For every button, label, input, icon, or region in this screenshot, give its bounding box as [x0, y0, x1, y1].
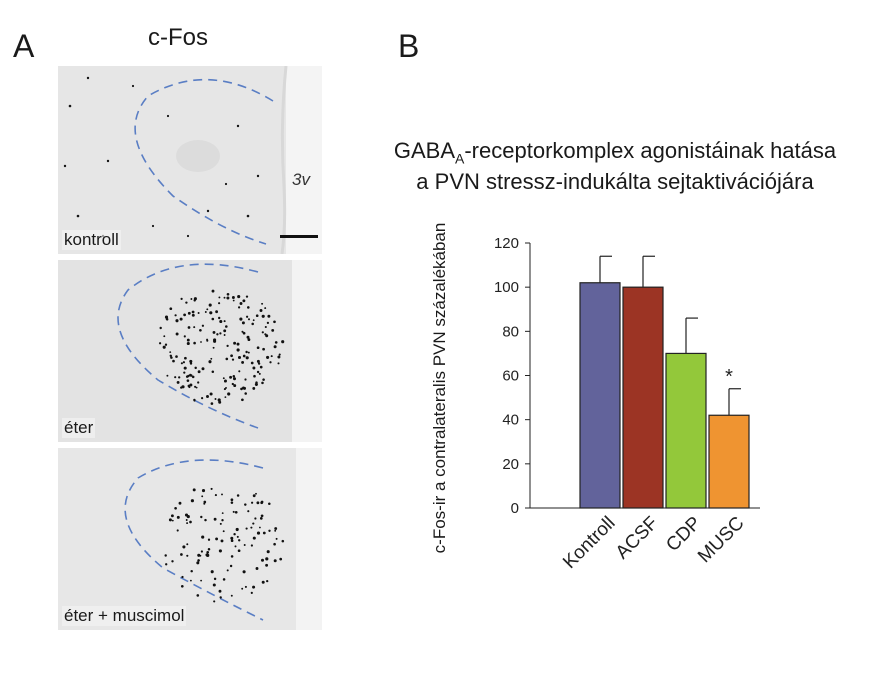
- y-tick-label: 120: [494, 235, 519, 252]
- micrograph-eter-image: [58, 260, 322, 442]
- title-subscript: A: [455, 150, 465, 167]
- chart-title-line2: a PVN stressz-indukálta sejtaktivációjár…: [416, 168, 814, 194]
- title-rest: -receptorkomplex agonistáinak hatása: [464, 138, 837, 163]
- micrograph-eter: éter: [58, 260, 322, 442]
- chart-title-line1: GABAA-receptorkomplex agonistáinak hatás…: [355, 137, 875, 168]
- bar-musc: [708, 414, 750, 509]
- micrograph-label-eter: éter: [62, 418, 96, 438]
- significance-star: *: [725, 366, 733, 388]
- micrograph-eter-muscimol: éter + muscimol: [58, 448, 322, 630]
- micrograph-label-eter-muscimol: éter + muscimol: [62, 606, 187, 626]
- y-tick-label: 80: [502, 323, 519, 340]
- x-tick-label-acsf: ACSF: [612, 513, 663, 564]
- y-tick-label: 40: [502, 412, 519, 429]
- panel-a-letter: A: [13, 28, 35, 64]
- x-tick-label-musc: MUSC: [694, 513, 748, 567]
- title-gaba: GABA: [393, 138, 456, 163]
- micrograph-kontroll: kontroll: [58, 66, 322, 254]
- y-tick-label: 20: [502, 456, 519, 473]
- micrograph-eter-muscimol-image: [58, 448, 322, 630]
- y-tick-label: 100: [494, 279, 519, 296]
- panel-b-letter: B: [398, 28, 420, 64]
- bar-cdp: [665, 352, 707, 509]
- x-tick-label-kontroll: Kontroll: [559, 513, 619, 573]
- panel-a-title: c-Fos: [148, 24, 208, 51]
- ventricle-label: 3v: [292, 170, 310, 189]
- bar-acsf: [622, 286, 664, 509]
- y-tick-label: 60: [502, 368, 519, 385]
- micrograph-kontroll-image: [58, 66, 322, 254]
- micrograph-label-kontroll: kontroll: [62, 230, 121, 250]
- bar-kontroll: [579, 282, 621, 509]
- y-tick-label: 0: [511, 500, 519, 517]
- chart-title: GABAA-receptorkomplex agonistáinak hatás…: [355, 137, 875, 195]
